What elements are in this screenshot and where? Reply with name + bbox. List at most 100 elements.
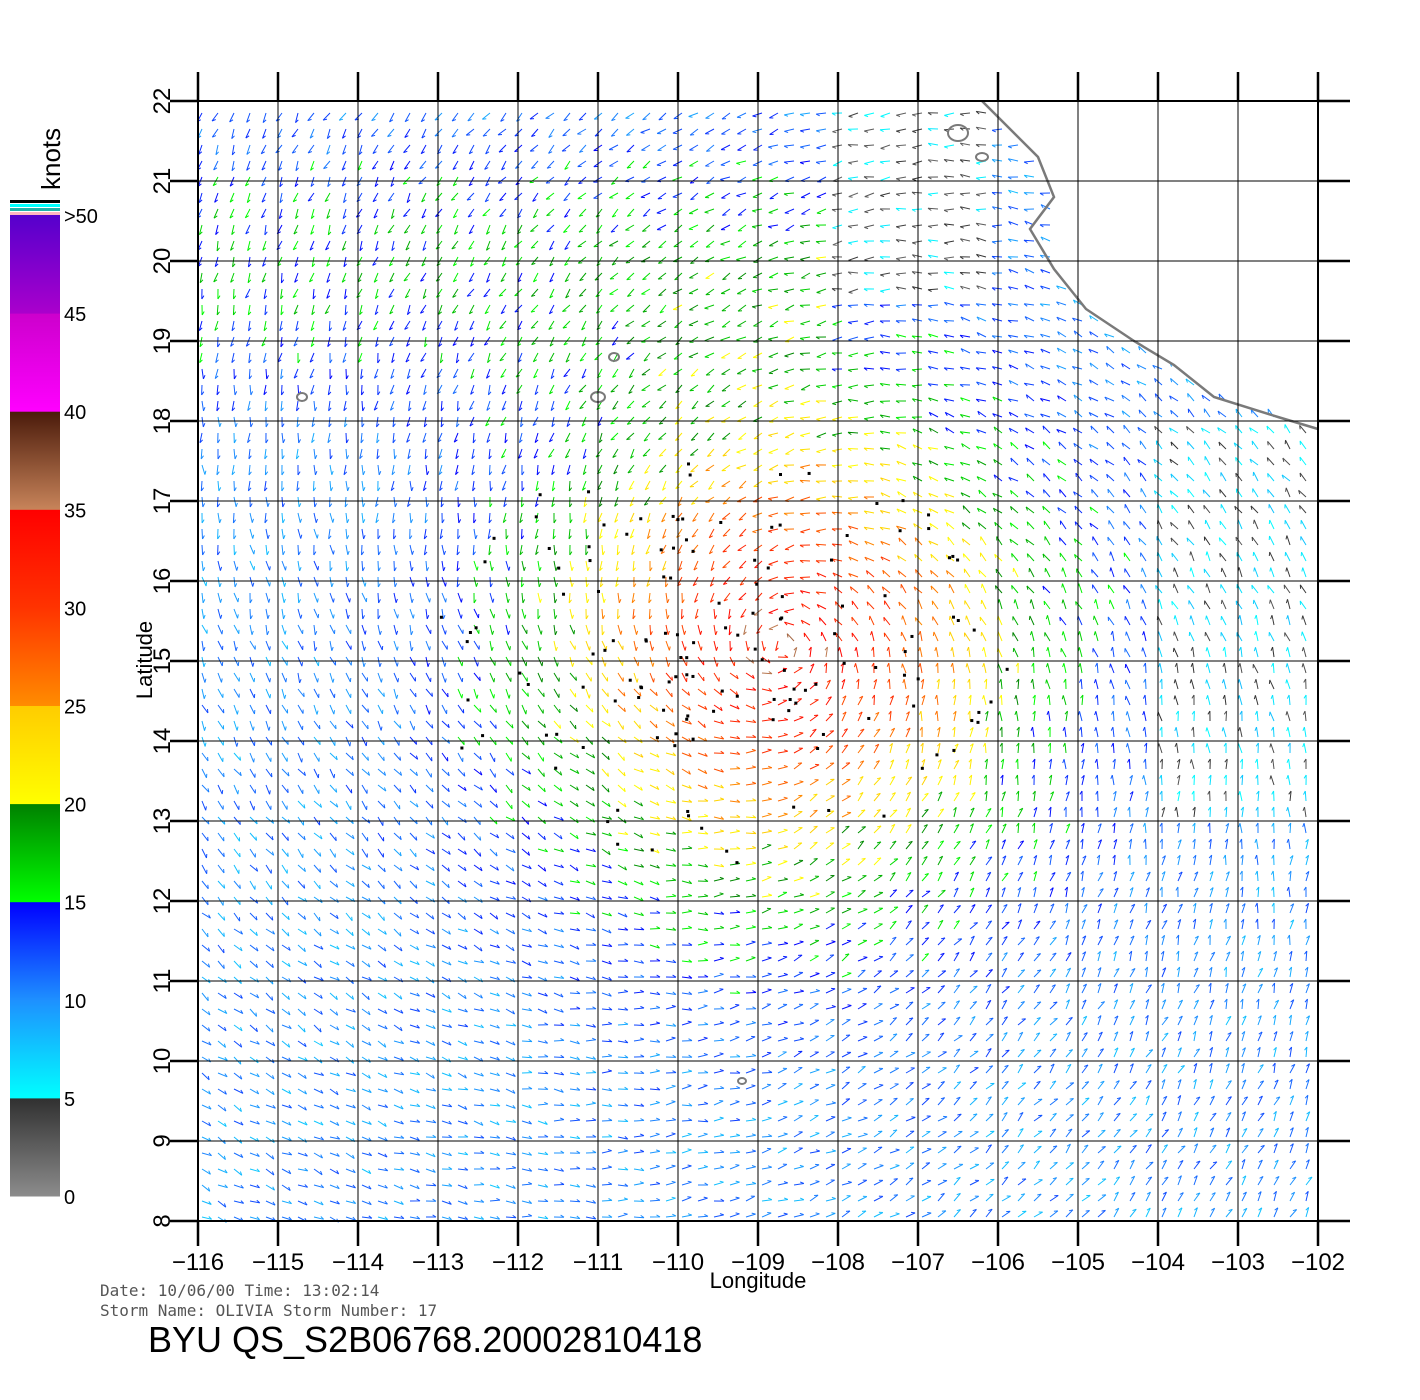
wind-vector [729, 1036, 740, 1042]
wind-vector [969, 904, 976, 914]
wind-vector [689, 144, 699, 151]
wind-vector [1176, 950, 1180, 962]
wind-vector [545, 112, 555, 119]
wind-vector [1040, 365, 1051, 370]
wind-vector [553, 544, 558, 556]
wind-vector [617, 1149, 628, 1154]
wind-vector [627, 464, 635, 474]
rain-flag [717, 601, 721, 605]
wind-vector [1174, 727, 1179, 738]
wind-vector [409, 1088, 420, 1094]
wind-vector [863, 447, 875, 451]
wind-vector [309, 352, 315, 363]
wind-vector [345, 992, 355, 1000]
rain-flag [951, 615, 955, 619]
wind-vector [601, 704, 609, 714]
wind-vector [553, 624, 558, 636]
wind-vector [451, 304, 459, 314]
wind-vector [649, 1149, 661, 1154]
rain-flag-markers [439, 462, 1009, 865]
wind-vector [841, 988, 852, 994]
wind-vector [1081, 935, 1087, 946]
wind-vector [569, 1071, 581, 1076]
wind-vector [601, 784, 610, 793]
wind-vector [745, 1101, 756, 1106]
wind-vector [1049, 839, 1055, 850]
wind-vector [1058, 537, 1067, 546]
wind-vector [1123, 536, 1131, 546]
wind-vector [1121, 394, 1131, 402]
rain-flag [659, 548, 663, 552]
wind-vector [441, 1072, 452, 1077]
wind-vector [681, 925, 693, 930]
wind-vector [264, 480, 268, 492]
wind-vector [409, 1040, 421, 1044]
wind-vector [265, 640, 271, 651]
wind-vector [1033, 920, 1041, 930]
wind-vector [231, 160, 236, 172]
wind-vector [532, 352, 539, 363]
wind-vector [530, 320, 539, 329]
wind-vector [713, 892, 724, 898]
wind-vector [633, 688, 642, 697]
wind-vector [1081, 1144, 1089, 1154]
wind-vector [342, 352, 347, 363]
wind-vector [1129, 1113, 1138, 1122]
wind-vector [377, 928, 387, 935]
wind-vector [504, 432, 508, 444]
wind-vector [959, 206, 971, 210]
wind-vector [768, 560, 779, 566]
wind-vector [921, 824, 928, 834]
wind-vector [1252, 663, 1259, 674]
wind-vector [953, 1192, 961, 1202]
wind-vector [409, 1152, 421, 1156]
wind-vector [697, 768, 708, 775]
wind-vector [729, 704, 740, 710]
wind-vector [658, 288, 667, 297]
wind-vector [441, 752, 449, 762]
rain-flag [639, 517, 643, 521]
wind-vector [1113, 871, 1118, 882]
wind-vector [1177, 1192, 1184, 1202]
wind-vector [1272, 1014, 1277, 1026]
wind-vector [451, 240, 459, 250]
wind-vector [472, 480, 476, 492]
wind-vector [649, 1039, 661, 1043]
wind-vector [1136, 380, 1147, 386]
wind-vector [409, 704, 416, 715]
wind-vector [825, 1068, 836, 1074]
wind-vector [649, 688, 658, 697]
wind-vector [1001, 1080, 1009, 1090]
wind-vector [562, 320, 571, 329]
wind-vector [361, 608, 365, 620]
wind-vector [377, 832, 385, 842]
wind-vector [629, 512, 635, 523]
wind-vector [976, 316, 987, 322]
wind-vector [370, 128, 379, 137]
wind-vector [1129, 1159, 1135, 1170]
wind-vector [847, 304, 859, 308]
wind-vector [768, 448, 779, 454]
wind-vector [1172, 647, 1179, 658]
wind-vector [793, 876, 804, 882]
wind-vector [697, 784, 708, 790]
wind-vector [905, 1051, 916, 1058]
wind-vector [1025, 394, 1035, 402]
wind-vector [665, 1150, 677, 1154]
wind-vector [1273, 1046, 1277, 1058]
wind-vector [729, 1020, 740, 1026]
wind-vector [441, 1087, 453, 1091]
wind-vector [1192, 1030, 1197, 1042]
wind-vector [489, 624, 495, 635]
wind-vector [1177, 1111, 1182, 1122]
wind-vector [921, 921, 930, 930]
wind-vector [966, 646, 971, 658]
wind-vector [201, 864, 208, 875]
wind-vector [553, 736, 563, 744]
colorbar-band [10, 607, 60, 706]
wind-vector [928, 507, 939, 514]
wind-vector [546, 160, 555, 169]
wind-vector [585, 576, 589, 588]
wind-vector [275, 144, 283, 154]
wind-vector [871, 694, 875, 706]
